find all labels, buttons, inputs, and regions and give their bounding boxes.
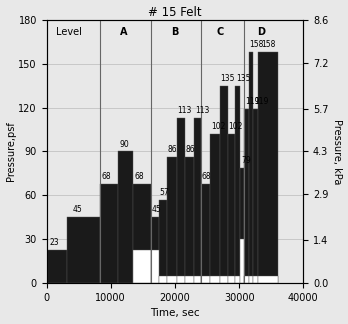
- Bar: [259, 276, 278, 283]
- Bar: [47, 249, 67, 283]
- Y-axis label: Pressure, kPa: Pressure, kPa: [332, 119, 342, 184]
- Bar: [151, 217, 159, 283]
- Text: 113: 113: [195, 106, 209, 115]
- Text: 90: 90: [120, 140, 129, 148]
- Bar: [240, 239, 244, 283]
- Text: C: C: [216, 27, 223, 37]
- Text: 158: 158: [262, 40, 276, 49]
- Bar: [244, 276, 249, 283]
- Text: D: D: [258, 27, 266, 37]
- Bar: [194, 118, 201, 283]
- Text: 86: 86: [168, 145, 177, 154]
- Bar: [194, 276, 201, 283]
- Bar: [201, 276, 210, 283]
- Bar: [177, 118, 184, 283]
- Text: 45: 45: [151, 205, 161, 214]
- Bar: [118, 151, 133, 283]
- Text: 135: 135: [221, 74, 235, 83]
- Bar: [228, 134, 235, 283]
- Text: B: B: [171, 27, 179, 37]
- Bar: [159, 200, 167, 283]
- Text: 102: 102: [211, 122, 225, 131]
- Bar: [228, 276, 235, 283]
- Bar: [249, 276, 253, 283]
- Text: 79: 79: [241, 156, 251, 165]
- Bar: [133, 184, 151, 283]
- Bar: [167, 157, 177, 283]
- Bar: [210, 134, 220, 283]
- Bar: [235, 276, 240, 283]
- Text: 68: 68: [101, 172, 111, 181]
- Bar: [167, 276, 177, 283]
- Text: A: A: [120, 27, 127, 37]
- Text: 68: 68: [134, 172, 144, 181]
- Text: 23: 23: [50, 237, 60, 247]
- Text: 158: 158: [250, 40, 264, 49]
- Text: 102: 102: [228, 122, 243, 131]
- Bar: [151, 249, 159, 283]
- Bar: [184, 276, 194, 283]
- Bar: [249, 52, 253, 283]
- Text: 119: 119: [245, 97, 259, 106]
- Bar: [184, 157, 194, 283]
- Text: Level: Level: [56, 27, 82, 37]
- Bar: [201, 184, 210, 283]
- Text: 68: 68: [201, 172, 211, 181]
- Bar: [100, 184, 118, 283]
- Bar: [235, 86, 240, 283]
- Bar: [240, 168, 244, 283]
- Bar: [133, 249, 151, 283]
- Bar: [220, 276, 228, 283]
- Text: 57: 57: [159, 188, 169, 197]
- Bar: [177, 276, 184, 283]
- Bar: [253, 276, 259, 283]
- X-axis label: Time, sec: Time, sec: [150, 308, 200, 318]
- Bar: [253, 109, 259, 283]
- Title: # 15 Felt: # 15 Felt: [148, 6, 202, 18]
- Bar: [244, 109, 249, 283]
- Bar: [159, 276, 167, 283]
- Bar: [259, 52, 278, 283]
- Bar: [210, 276, 220, 283]
- Bar: [220, 86, 228, 283]
- Text: 113: 113: [177, 106, 192, 115]
- Text: 86: 86: [185, 145, 195, 154]
- Text: 45: 45: [72, 205, 82, 214]
- Y-axis label: Pressure,psf: Pressure,psf: [6, 122, 16, 181]
- Bar: [67, 217, 100, 283]
- Text: 135: 135: [236, 74, 251, 83]
- Text: 119: 119: [254, 97, 268, 106]
